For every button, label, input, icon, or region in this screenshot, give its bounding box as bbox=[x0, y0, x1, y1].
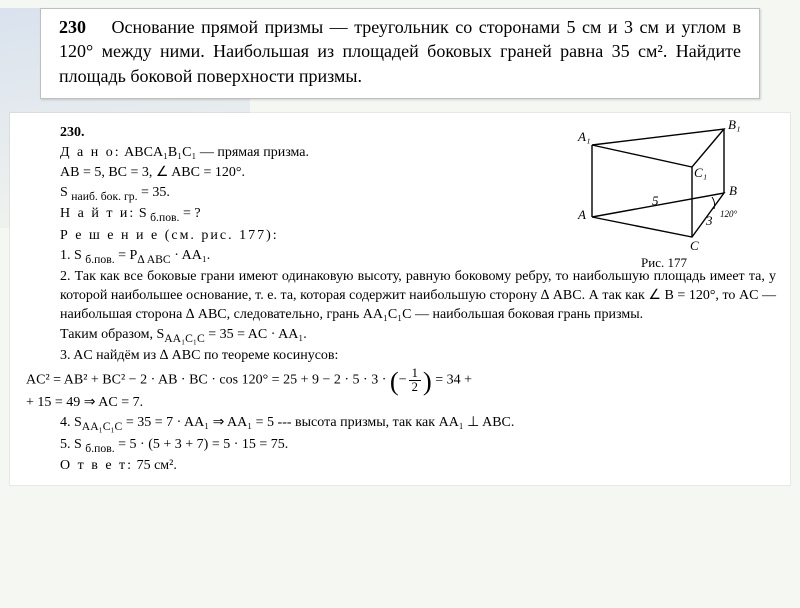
eqb: = 34 + bbox=[432, 373, 472, 388]
fr-d: 2 bbox=[409, 381, 421, 394]
s1c: = P bbox=[115, 248, 138, 263]
problem-text: Основание прямой призмы — треугольник со… bbox=[59, 17, 741, 86]
answer-label: О т в е т: bbox=[60, 458, 133, 473]
step-2: 2. Так как все боковые грани имеют одина… bbox=[60, 268, 776, 325]
step-3: 3. AC найдём из ∆ ABC по теореме косинус… bbox=[60, 347, 776, 366]
given-text-1: ABCA₁B₁C₁ — прямая призма. bbox=[121, 145, 309, 160]
label-B1: B₁ bbox=[728, 117, 740, 132]
solution-block: A B C A₁ B₁ C₁ 5 3 120° Рис. 177 230. Д … bbox=[10, 113, 790, 485]
fc: = ? bbox=[179, 206, 200, 221]
s5c: = 5 · (5 + 3 + 7) = 5 · 15 = 75. bbox=[115, 437, 289, 452]
answer-value: 75 см². bbox=[133, 458, 177, 473]
s2ba: Таким образом, S bbox=[60, 327, 164, 342]
fr-n: 1 bbox=[409, 367, 421, 381]
s5b: б.пов. bbox=[85, 442, 114, 455]
label-A: A bbox=[577, 207, 586, 222]
label-C: C bbox=[690, 238, 699, 252]
label-C1: C₁ bbox=[694, 165, 707, 180]
s4c: = 35 = 7 · AA₁ ⇒ AA₁ = 5 --- высота приз… bbox=[122, 415, 514, 430]
fb: б.пов. bbox=[150, 211, 179, 224]
step-4: 4. SAA₁C₁C = 35 = 7 · AA₁ ⇒ AA₁ = 5 --- … bbox=[60, 414, 776, 435]
s1b: б.пов. bbox=[85, 252, 114, 265]
prism-figure: A B C A₁ B₁ C₁ 5 3 120° Рис. 177 bbox=[564, 117, 764, 272]
s4b: AA₁C₁C bbox=[82, 420, 123, 433]
answer-line: О т в е т: 75 см². bbox=[60, 457, 776, 476]
s2bc: = 35 = AC · AA₁. bbox=[205, 327, 307, 342]
label-side3: 3 bbox=[705, 213, 713, 228]
step-5: 5. S б.пов. = 5 · (5 + 3 + 7) = 5 · 15 =… bbox=[60, 436, 776, 457]
g3c: = 35. bbox=[137, 185, 169, 200]
label-A1: A₁ bbox=[577, 129, 590, 144]
s4a: 4. S bbox=[60, 415, 82, 430]
problem-block: 230 Основание прямой призмы — треугольни… bbox=[40, 8, 760, 99]
given-label: Д а н о: bbox=[60, 145, 121, 160]
s1e: · AA₁. bbox=[171, 248, 211, 263]
problem-number: 230 bbox=[59, 15, 105, 39]
find-label: Н а й т и: bbox=[60, 206, 135, 221]
label-B: B bbox=[729, 183, 737, 198]
s2bb: AA₁C₁C bbox=[164, 332, 205, 345]
label-side5: 5 bbox=[652, 193, 659, 208]
equation-line-1: AC² = AB² + BC² − 2 · AB · BC · cos 120°… bbox=[26, 367, 776, 393]
g3b: наиб. бок. гр. bbox=[71, 189, 137, 202]
sol-label-text: Р е ш е н и е (см. рис. 177): bbox=[60, 228, 279, 243]
s1d: ∆ ABC bbox=[137, 252, 170, 265]
step-2b: Таким образом, SAA₁C₁C = 35 = AC · AA₁. bbox=[60, 326, 776, 347]
figure-caption: Рис. 177 bbox=[564, 254, 764, 272]
g3a: S bbox=[60, 185, 71, 200]
fa: S bbox=[135, 206, 150, 221]
s1a: 1. S bbox=[60, 248, 85, 263]
eqa: AC² = AB² + BC² − 2 · AB · BC · cos 120°… bbox=[26, 373, 390, 388]
label-angle: 120° bbox=[720, 209, 738, 219]
equation-line-2: + 15 = 49 ⇒ AC = 7. bbox=[26, 394, 776, 413]
s5a: 5. S bbox=[60, 437, 85, 452]
